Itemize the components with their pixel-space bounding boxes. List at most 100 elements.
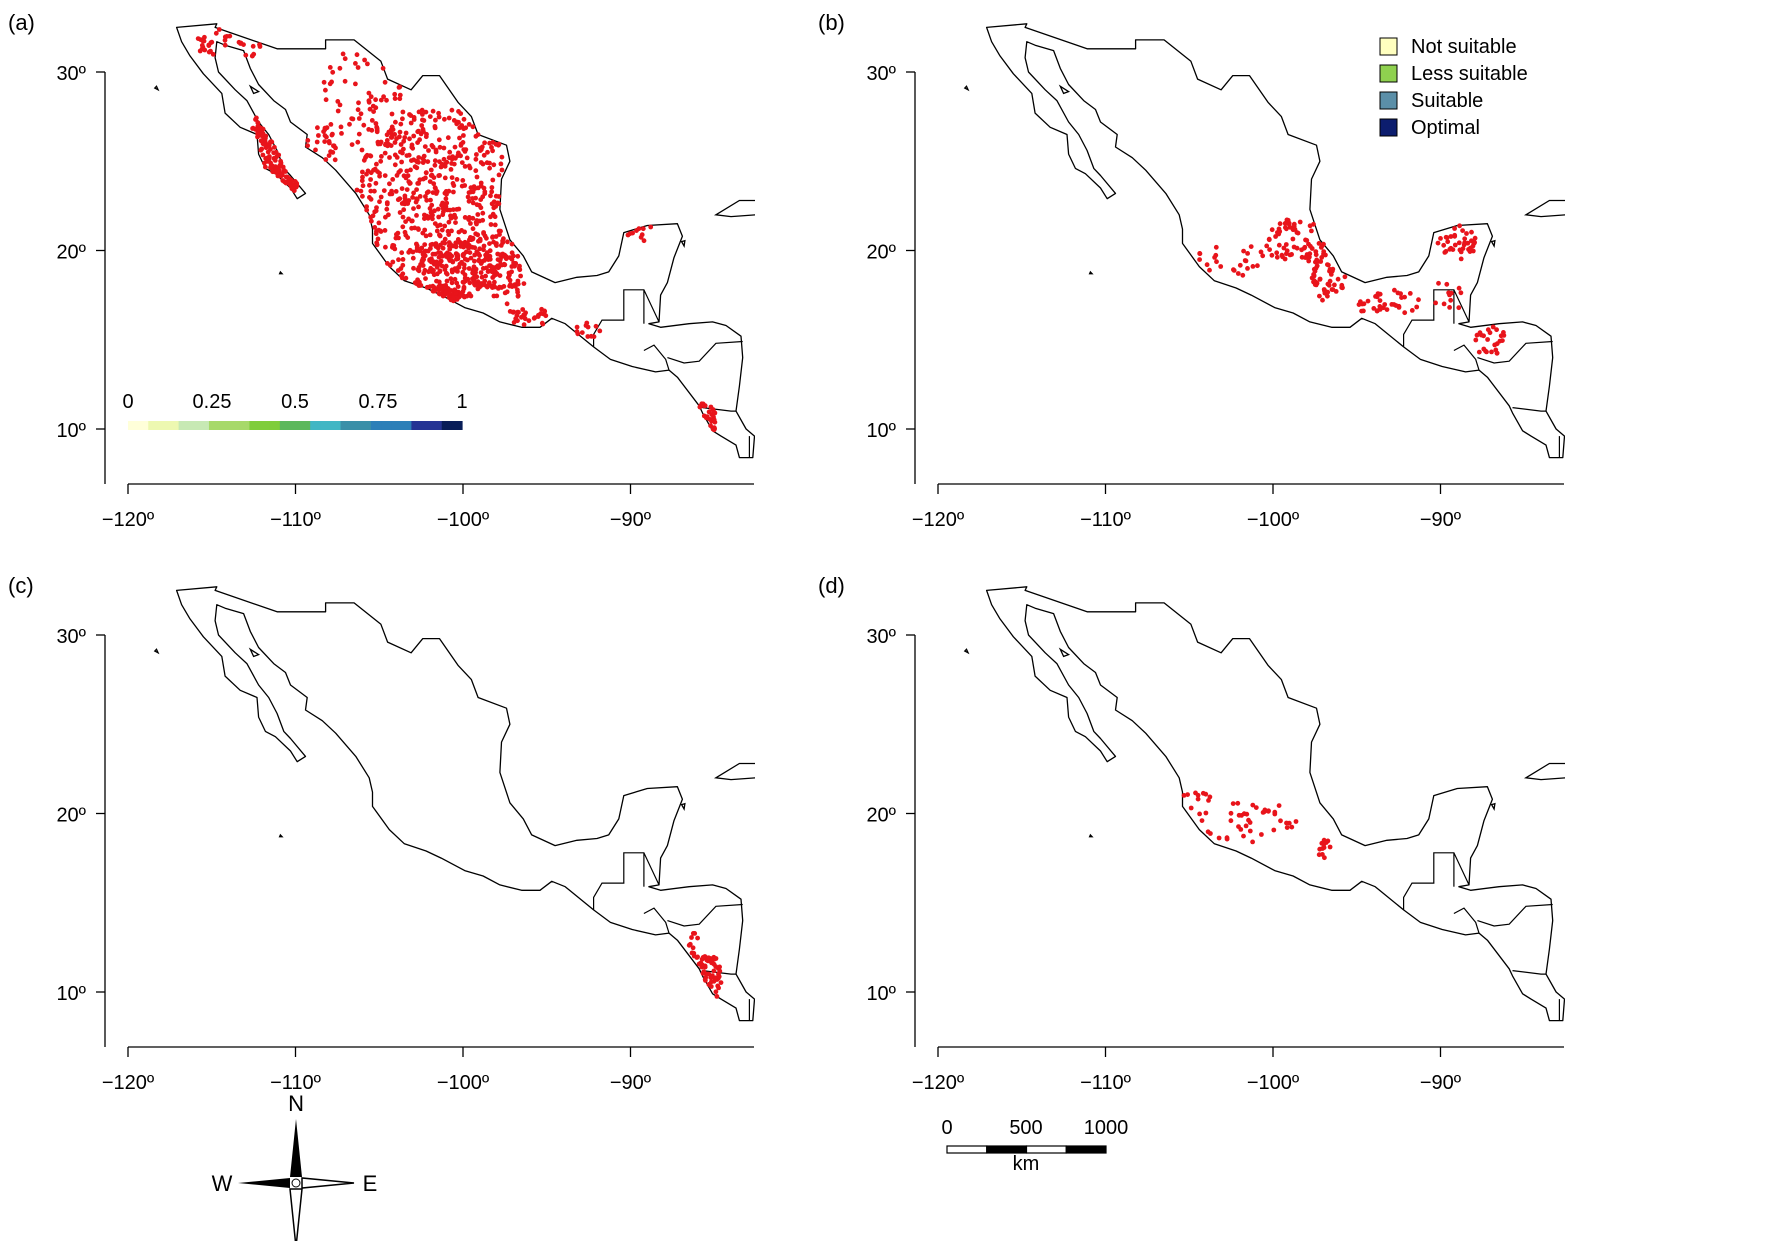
- occurrence-point: [258, 138, 264, 144]
- island: [153, 85, 160, 92]
- occurrence-point: [354, 52, 360, 58]
- occurrence-point: [323, 87, 328, 93]
- legend-swatch: [1379, 91, 1398, 110]
- occurrence-point: [399, 186, 405, 192]
- country-border: [667, 903, 743, 927]
- occurrence-point: [496, 172, 502, 178]
- legend-swatch: [1379, 118, 1398, 137]
- occurrence-point: [420, 112, 425, 117]
- colorbar-swatch: [451, 421, 463, 430]
- occurrence-point: [288, 183, 294, 189]
- occurrence-point: [460, 269, 466, 275]
- occurrence-point: [489, 145, 494, 150]
- country-border: [1512, 970, 1546, 975]
- occurrence-point: [462, 183, 468, 188]
- scale-bar: 0 500 1000 km: [941, 1117, 1128, 1175]
- occurrence-point: [267, 154, 272, 159]
- occurrence-point: [1245, 251, 1250, 256]
- panel-label: (a): [8, 10, 35, 35]
- lon-tick-label: −120º: [102, 509, 155, 531]
- occurrence-point: [702, 977, 708, 982]
- island: [680, 802, 686, 811]
- occurrence-point: [420, 230, 426, 236]
- occurrence-point: [1392, 287, 1397, 293]
- occurrence-point: [718, 980, 724, 985]
- occurrence-point: [1340, 285, 1345, 291]
- occurrence-point: [408, 113, 414, 118]
- occurrence-point: [397, 210, 403, 215]
- occurrence-point: [465, 240, 470, 246]
- occurrence-point: [1471, 241, 1477, 247]
- occurrence-point: [499, 154, 505, 160]
- occurrence-point: [482, 140, 487, 146]
- occurrence-point: [339, 131, 344, 136]
- occurrence-point: [417, 194, 423, 199]
- occurrence-point: [482, 278, 488, 284]
- occurrence-point: [1435, 240, 1441, 246]
- occurrence-point: [268, 164, 274, 170]
- colorbar-tick-label: 0: [122, 391, 133, 413]
- occurrence-point: [1293, 819, 1299, 824]
- occurrence-point: [1272, 809, 1278, 815]
- occurrence-point: [402, 229, 408, 235]
- occurrence-point: [353, 81, 358, 87]
- occurrence-point: [381, 94, 386, 100]
- occurrence-point: [1230, 801, 1236, 806]
- occurrence-point: [1289, 252, 1294, 257]
- occurrence-point: [279, 171, 285, 177]
- occurrence-point: [374, 125, 380, 131]
- occurrence-point: [433, 149, 439, 155]
- occurrence-point: [1356, 302, 1362, 307]
- occurrence-point: [364, 207, 370, 213]
- occurrence-point: [695, 935, 700, 941]
- colorbar-swatch: [289, 421, 301, 430]
- lon-tick-label: −110º: [1080, 509, 1132, 531]
- occurrence-point: [373, 97, 378, 103]
- occurrence-point: [487, 248, 493, 254]
- occurrence-point: [294, 183, 300, 189]
- map-panel: (d) 10º 20º 30º −120º −110º −100º −90º: [818, 573, 1565, 1094]
- occurrence-point: [315, 125, 320, 131]
- occurrence-point: [504, 301, 510, 307]
- occurrence-point: [439, 202, 444, 208]
- occurrence-point: [473, 231, 479, 237]
- occurrence-point: [454, 121, 460, 127]
- occurrence-point: [396, 235, 401, 241]
- occurrence-point: [1255, 263, 1260, 269]
- occurrence-point: [716, 985, 721, 991]
- occurrence-point: [477, 253, 482, 258]
- occurrence-point: [442, 175, 448, 181]
- occurrence-point: [388, 135, 394, 140]
- occurrence-point: [491, 239, 496, 245]
- occurrence-point: [382, 228, 388, 233]
- occurrence-point: [648, 224, 654, 230]
- occurrence-point: [452, 276, 458, 282]
- occurrence-point: [466, 163, 472, 169]
- occurrence-point: [417, 283, 423, 288]
- occurrence-point: [483, 273, 488, 279]
- colorbar-tick-label: 0.5: [281, 391, 309, 413]
- occurrence-point: [473, 266, 479, 272]
- occurrence-point: [542, 308, 547, 314]
- occurrence-point: [446, 115, 452, 121]
- occurrence-point: [449, 175, 455, 181]
- compass-needle-west: [238, 1178, 290, 1188]
- occurrence-point: [255, 127, 261, 133]
- country-border: [1512, 407, 1546, 412]
- occurrence-point: [420, 176, 426, 182]
- compass-needle-east: [301, 1177, 355, 1189]
- occurrence-point: [1243, 258, 1249, 264]
- occurrence-point: [359, 178, 365, 184]
- occurrence-point: [378, 229, 384, 234]
- occurrence-point: [1393, 303, 1399, 308]
- occurrence-point: [708, 423, 713, 429]
- occurrence-point: [404, 168, 410, 174]
- occurrence-point: [1452, 232, 1458, 238]
- occurrence-point: [1280, 254, 1285, 260]
- occurrence-point: [369, 127, 375, 133]
- occurrence-point: [1247, 828, 1253, 834]
- occurrence-point: [474, 202, 480, 208]
- colorbar-swatch: [219, 421, 230, 430]
- occurrence-point: [213, 30, 219, 36]
- occurrence-point: [492, 222, 498, 228]
